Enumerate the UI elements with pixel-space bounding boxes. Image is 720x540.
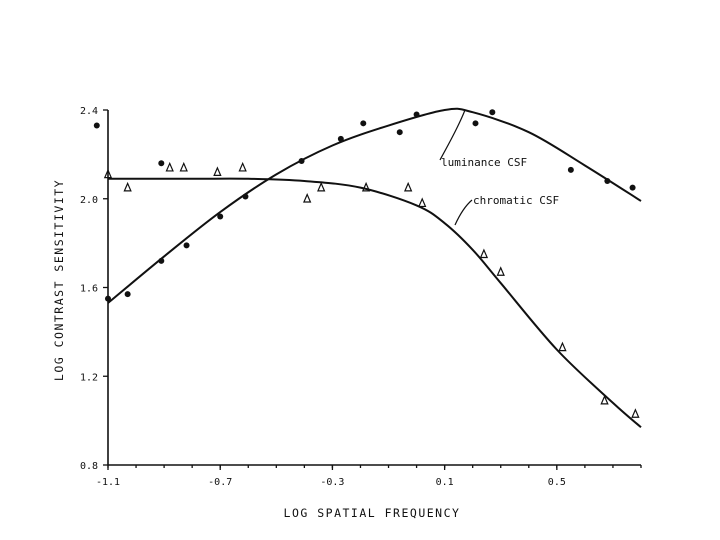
chromatic-data-point	[558, 341, 567, 352]
chromatic-data-point	[479, 248, 489, 259]
chromatic-label: chromatic CSF	[473, 194, 559, 207]
luminance-data-point	[489, 109, 496, 116]
x-tick-label: 0.1	[436, 477, 454, 488]
luminance-data-point	[472, 120, 479, 127]
y-axis-title: LOG CONTRAST SENSITIVITY	[52, 179, 66, 381]
luminance-data-point	[158, 257, 165, 264]
luminance-leader-line	[439, 109, 466, 161]
y-tick-label: 0.8	[80, 461, 98, 472]
luminance-data-point	[298, 158, 305, 165]
luminance-data-point	[158, 160, 165, 167]
chromatic-data-point	[631, 408, 640, 418]
x-axis-title: LOG SPATIAL FREQUENCY	[284, 506, 461, 520]
chromatic-data-point	[600, 394, 609, 405]
luminance-data-point	[183, 242, 190, 249]
chromatic-leader-line	[454, 199, 473, 226]
y-tick-label: 1.2	[80, 372, 98, 383]
x-tick-label: -1.1	[96, 477, 120, 488]
chromatic-data-point	[361, 181, 371, 192]
curve-annotations: luminance CSF chromatic CSF	[439, 109, 559, 226]
chromatic-data-point	[123, 181, 132, 192]
chromatic-data-point	[165, 161, 174, 172]
luminance-data-point	[413, 111, 420, 118]
chromatic-data-point	[317, 181, 326, 192]
luminance-data-point	[93, 122, 100, 129]
luminance-data-point	[567, 166, 574, 173]
chromatic-data-point	[213, 166, 222, 176]
chromatic-data-point	[103, 168, 113, 179]
chromatic-data-point	[238, 161, 247, 172]
luminance-data-point	[360, 120, 367, 127]
luminance-data-point	[604, 178, 611, 184]
chromatic-curve	[107, 177, 642, 429]
luminance-data-point	[242, 193, 249, 200]
luminance-data-point	[629, 184, 636, 191]
fitted-curves	[107, 107, 642, 429]
luminance-data-point	[337, 135, 344, 142]
luminance-data-point	[105, 295, 111, 302]
x-tick-label: -0.3	[320, 477, 344, 488]
chromatic-data-point	[179, 161, 188, 172]
x-tick-label: 0.5	[548, 477, 566, 488]
y-tick-label: 2.0	[80, 195, 98, 206]
chromatic-data-point	[303, 192, 312, 203]
data-points	[93, 109, 640, 418]
chromatic-data-point	[403, 181, 413, 192]
luminance-curve	[107, 107, 642, 304]
y-tick-label: 1.6	[80, 284, 98, 295]
luminance-label: luminance CSF	[441, 156, 527, 169]
x-tick-label: -0.7	[208, 477, 232, 488]
luminance-data-point	[396, 129, 403, 136]
luminance-data-point	[217, 213, 224, 220]
luminance-data-point	[124, 291, 131, 298]
y-tick-label: 2.4	[80, 106, 98, 117]
chromatic-data-point	[418, 197, 427, 208]
chromatic-data-point	[496, 266, 505, 276]
